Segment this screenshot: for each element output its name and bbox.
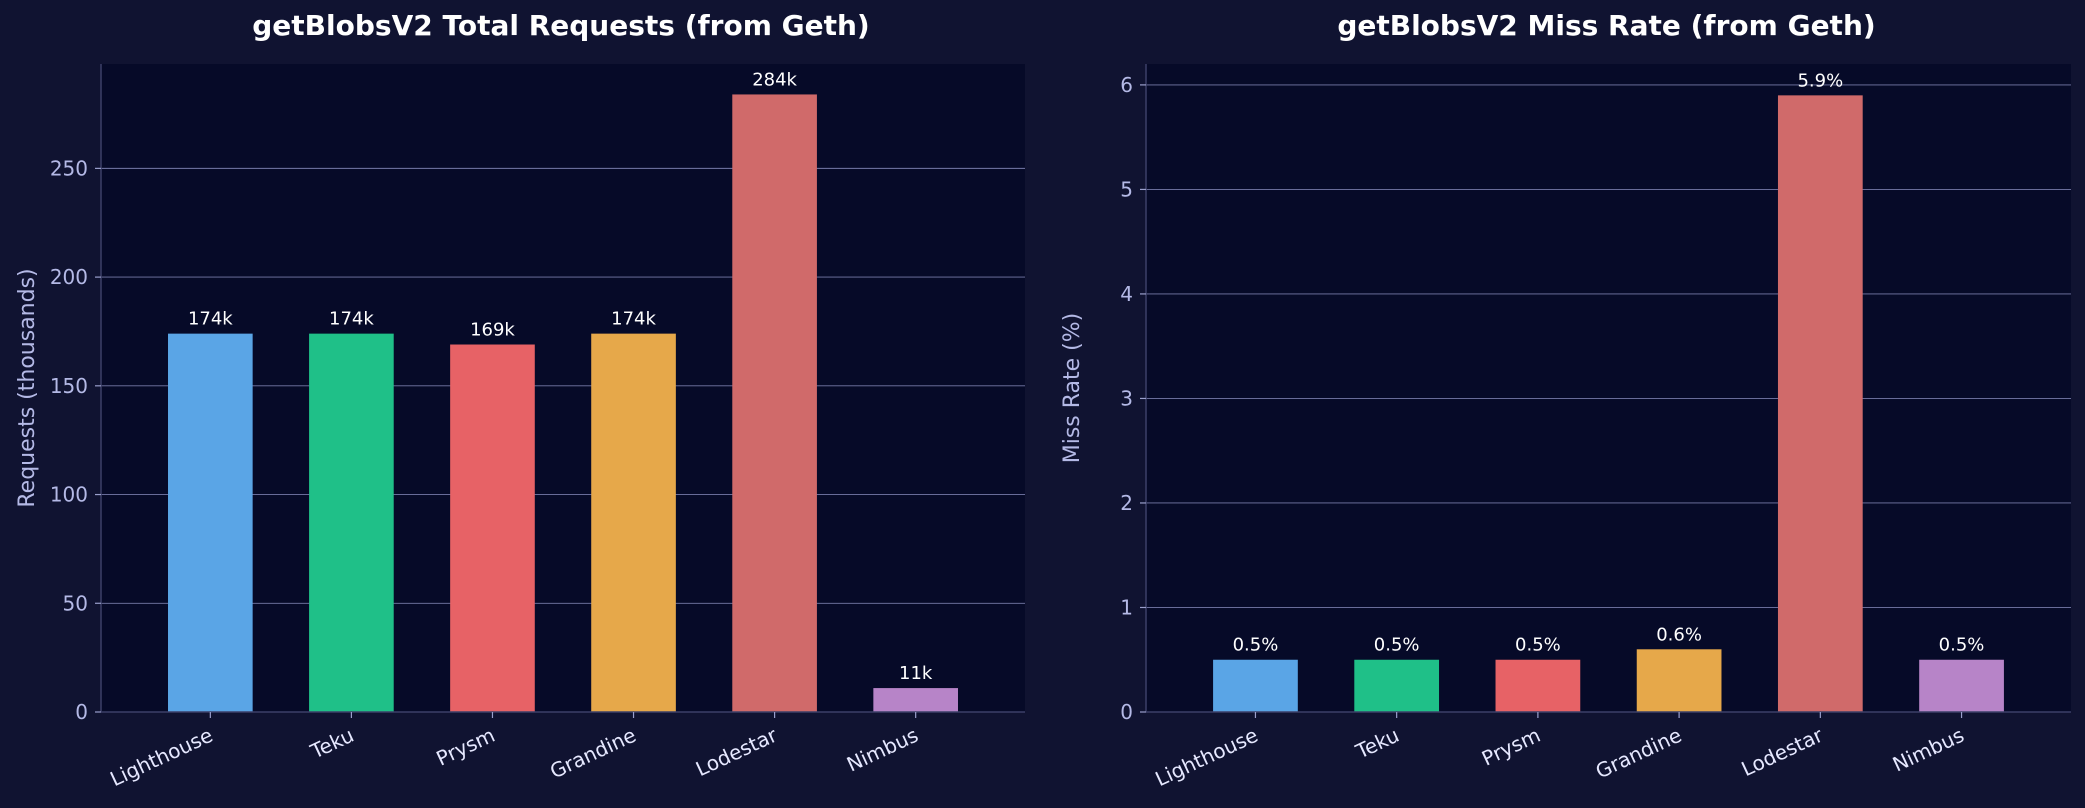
requests-chart-bar-prysm <box>450 344 535 712</box>
requests-chart-x-tick-label: Lodestar <box>692 722 781 781</box>
miss-rate-chart-plot-area <box>1146 64 2071 712</box>
requests-chart-y-tick-label: 50 <box>63 591 88 615</box>
miss-rate-chart-y-tick-label: 4 <box>1120 282 1133 306</box>
miss-rate-chart-value-label: 0.5% <box>1233 635 1279 656</box>
miss-rate-chart-value-label: 0.5% <box>1939 635 1985 656</box>
miss-rate-chart-y-tick-label: 2 <box>1120 491 1133 515</box>
miss-rate-chart-value-label: 0.5% <box>1374 635 1420 656</box>
miss-rate-chart-value-label: 0.5% <box>1515 635 1561 656</box>
requests-chart-y-tick-label: 250 <box>50 156 88 180</box>
miss-rate-chart-y-tick-label: 6 <box>1120 73 1133 97</box>
requests-chart-value-label: 174k <box>611 309 656 330</box>
miss-rate-chart-y-tick-label: 5 <box>1120 177 1133 201</box>
miss-rate-chart-value-label: 5.9% <box>1797 70 1843 91</box>
miss-rate-chart-bar-prysm <box>1495 659 1581 712</box>
miss-rate-chart-x-tick-label: Teku <box>1351 723 1403 764</box>
miss-rate-chart-x-tick-label: Grandine <box>1592 723 1685 784</box>
requests-chart-y-tick-label: 200 <box>50 265 88 289</box>
requests-chart-y-tick-label: 150 <box>50 374 88 398</box>
requests-chart-bar-nimbus <box>873 688 958 712</box>
requests-chart-title: getBlobsV2 Total Requests (from Geth) <box>252 9 869 42</box>
requests-chart-value-label: 169k <box>470 320 515 341</box>
requests-chart-bar-lighthouse <box>168 333 253 712</box>
miss-rate-chart-y-axis-label: Miss Rate (%) <box>1060 313 1085 464</box>
miss-rate-chart-x-tick-label: Lighthouse <box>1152 723 1262 791</box>
miss-rate-chart-bar-nimbus <box>1919 659 2004 712</box>
miss-rate-chart-bar-teku <box>1354 659 1440 712</box>
requests-chart-value-label: 284k <box>752 69 797 90</box>
requests-chart-x-tick-label: Teku <box>306 723 358 764</box>
miss-rate-chart-bar-lighthouse <box>1213 659 1298 712</box>
requests-chart-plot-area <box>101 64 1025 712</box>
requests-chart-y-tick-label: 100 <box>50 483 88 507</box>
requests-chart-bar-lodestar <box>732 94 817 713</box>
miss-rate-chart-x-tick-label: Nimbus <box>1889 723 1968 777</box>
miss-rate-chart-value-label: 0.6% <box>1656 624 1702 645</box>
requests-chart-x-tick-label: Prysm <box>433 723 499 771</box>
miss-rate-chart-title: getBlobsV2 Miss Rate (from Geth) <box>1337 9 1875 42</box>
miss-rate-chart-x-tick-label: Lodestar <box>1738 722 1827 781</box>
requests-chart-value-label: 174k <box>329 309 374 330</box>
requests-chart-y-axis-label: Requests (thousands) <box>15 268 40 507</box>
requests-chart-x-tick-label: Nimbus <box>843 723 922 777</box>
requests-chart-y-tick-label: 0 <box>75 700 88 724</box>
miss-rate-chart-x-tick-label: Prysm <box>1478 723 1544 771</box>
requests-chart-value-label: 174k <box>188 309 233 330</box>
requests-chart-bar-grandine <box>591 333 676 712</box>
miss-rate-chart-y-tick-label: 1 <box>1120 595 1133 619</box>
requests-chart-x-tick-label: Lighthouse <box>106 723 216 791</box>
miss-rate-chart-y-tick-label: 3 <box>1120 386 1133 410</box>
requests-chart-bar-teku <box>309 333 394 712</box>
miss-rate-chart-y-tick-label: 0 <box>1120 700 1133 724</box>
miss-rate-chart-bar-lodestar <box>1777 95 1863 712</box>
requests-chart-value-label: 11k <box>899 663 933 684</box>
miss-rate-chart-bar-grandine <box>1636 649 1722 712</box>
requests-chart-x-tick-label: Grandine <box>546 723 639 784</box>
